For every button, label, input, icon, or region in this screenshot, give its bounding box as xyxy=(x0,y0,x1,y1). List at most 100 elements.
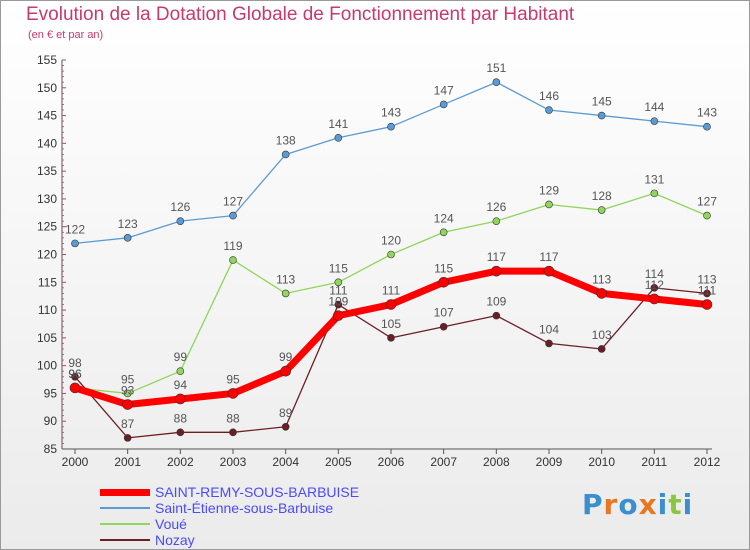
data-point xyxy=(385,299,397,310)
data-label: 113 xyxy=(697,272,716,286)
data-label: 147 xyxy=(434,83,454,97)
logo-letter: o xyxy=(618,488,639,521)
data-point xyxy=(543,265,555,277)
data-point xyxy=(439,322,448,331)
data-point xyxy=(703,122,711,131)
data-label: 126 xyxy=(170,200,190,214)
data-label: 115 xyxy=(329,261,348,275)
data-label: 122 xyxy=(65,222,85,236)
logo-letter: r xyxy=(603,488,619,521)
series-line xyxy=(74,287,708,439)
y-tick-label: 135 xyxy=(37,164,57,178)
x-tick-label: 2012 xyxy=(694,455,721,469)
data-point xyxy=(71,239,79,248)
data-point xyxy=(123,234,132,242)
data-point xyxy=(227,388,239,399)
data-point xyxy=(229,256,237,264)
data-label: 112 xyxy=(645,278,664,292)
data-label: 143 xyxy=(697,106,717,120)
data-label: 88 xyxy=(174,411,188,425)
y-tick-label: 125 xyxy=(37,220,57,234)
legend-label: SAINT-REMY-SOUS-BARBUISE xyxy=(155,484,360,500)
data-point xyxy=(176,217,185,225)
y-tick-label: 110 xyxy=(38,303,57,317)
data-point xyxy=(333,310,344,321)
data-point xyxy=(545,339,553,348)
data-label: 111 xyxy=(382,284,401,298)
data-label: 123 xyxy=(118,217,138,231)
y-tick-label: 140 xyxy=(37,136,57,150)
data-label: 117 xyxy=(539,250,558,264)
data-point xyxy=(229,428,237,437)
y-tick-label: 120 xyxy=(37,248,57,262)
data-point xyxy=(701,299,713,310)
data-point xyxy=(71,372,79,381)
data-label: 95 xyxy=(226,372,240,386)
legend-label: Nozay xyxy=(155,532,195,548)
chart-title: Evolution de la Dotation Globale de Fonc… xyxy=(26,4,575,25)
data-label: 111 xyxy=(329,284,348,298)
data-label: 126 xyxy=(486,200,506,214)
legend-swatch xyxy=(100,539,150,541)
logo-letter: x xyxy=(638,488,658,521)
data-label: 113 xyxy=(592,272,611,286)
data-point xyxy=(439,228,448,237)
data-label: 131 xyxy=(644,172,664,186)
data-label: 109 xyxy=(486,295,506,309)
data-point xyxy=(597,345,606,353)
data-point xyxy=(650,284,659,292)
data-point xyxy=(122,399,133,410)
legend-label: Saint-Étienne-sous-Barbuise xyxy=(155,500,334,516)
data-point xyxy=(545,200,553,209)
data-label: 96 xyxy=(68,367,82,381)
data-point xyxy=(176,428,185,437)
data-point xyxy=(703,211,711,220)
data-point xyxy=(281,289,290,298)
data-label: 128 xyxy=(592,189,612,203)
data-label: 111 xyxy=(698,284,717,298)
y-tick-label: 105 xyxy=(37,331,57,345)
data-point xyxy=(438,276,449,288)
logo-letter: i xyxy=(682,488,694,521)
y-tick-label: 155 xyxy=(37,53,57,67)
data-point xyxy=(387,122,395,131)
y-tick-label: 130 xyxy=(37,192,57,206)
logo-letter: i xyxy=(657,488,669,521)
x-tick-label: 2010 xyxy=(588,455,615,469)
y-tick-label: 150 xyxy=(37,81,57,95)
x-tick-label: 2004 xyxy=(272,455,299,469)
x-tick-label: 2008 xyxy=(483,455,510,469)
data-label: 96 xyxy=(68,367,82,381)
x-tick-label: 2001 xyxy=(114,455,141,469)
data-point xyxy=(492,217,501,225)
y-tick-label: 100 xyxy=(37,359,57,373)
data-label: 95 xyxy=(121,372,135,386)
legend-swatch xyxy=(100,488,150,496)
y-tick-label: 95 xyxy=(44,386,58,400)
y-tick-label: 90 xyxy=(44,414,58,428)
data-point xyxy=(649,293,660,305)
data-point xyxy=(387,250,395,259)
data-point xyxy=(703,289,711,298)
x-tick-label: 2007 xyxy=(430,455,457,469)
logo-letter: P xyxy=(582,488,604,521)
data-label: 93 xyxy=(121,384,135,398)
data-label: 103 xyxy=(592,328,612,342)
legend-label: Voué xyxy=(155,516,187,532)
legend-swatch xyxy=(100,523,150,525)
data-point xyxy=(281,422,290,431)
data-label: 145 xyxy=(592,95,612,109)
data-point xyxy=(597,111,606,120)
data-point xyxy=(650,117,659,125)
data-label: 88 xyxy=(226,411,240,425)
data-point xyxy=(280,365,291,377)
data-point xyxy=(439,100,448,109)
x-tick-label: 2000 xyxy=(62,455,89,469)
proxiti-logo: Proxiti xyxy=(582,488,693,521)
data-label: 141 xyxy=(328,117,348,131)
data-label: 94 xyxy=(174,378,188,392)
data-label: 89 xyxy=(279,406,293,420)
data-label: 113 xyxy=(276,272,295,286)
data-point xyxy=(492,311,501,320)
x-tick-label: 2006 xyxy=(378,455,405,469)
